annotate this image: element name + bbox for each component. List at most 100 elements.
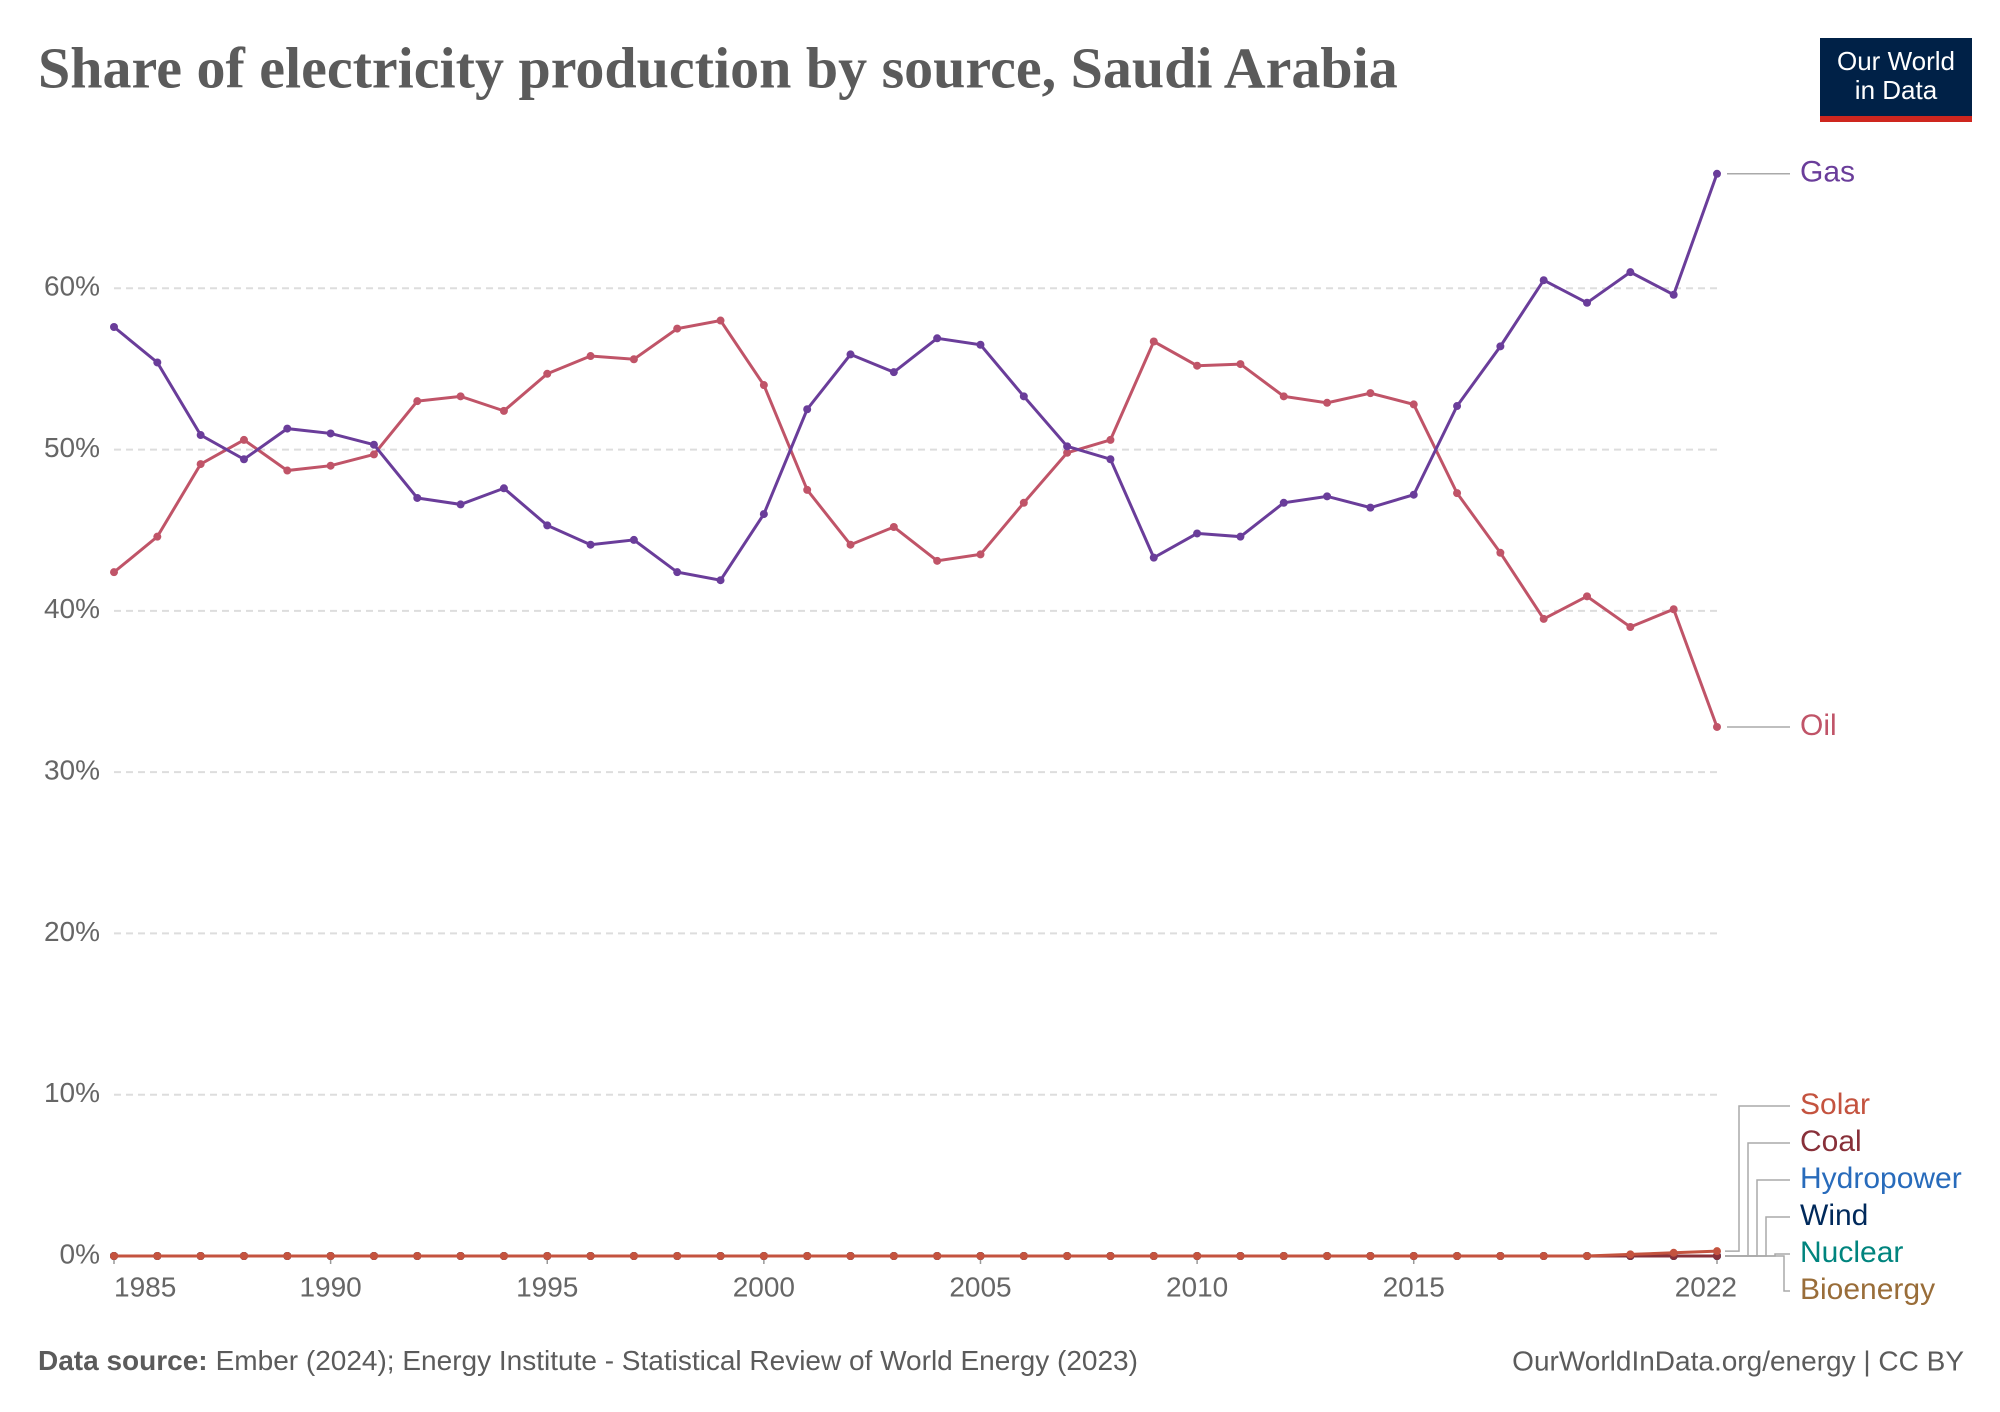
data-point bbox=[846, 540, 855, 549]
data-point bbox=[846, 1252, 855, 1260]
chart-title: Share of electricity production by sourc… bbox=[38, 35, 1398, 100]
data-point bbox=[1279, 498, 1288, 507]
data-point bbox=[846, 350, 855, 359]
data-point bbox=[326, 1252, 335, 1260]
legend-label: Wind bbox=[1800, 1199, 1868, 1232]
data-point bbox=[1236, 532, 1245, 541]
data-point bbox=[1669, 605, 1678, 614]
source-text: Ember (2024); Energy Institute - Statist… bbox=[216, 1345, 1138, 1376]
logo-bar bbox=[1820, 116, 1972, 122]
data-point bbox=[889, 368, 898, 377]
y-tick-label: 0% bbox=[60, 1238, 100, 1269]
data-point bbox=[283, 466, 292, 475]
data-point bbox=[283, 1252, 292, 1260]
data-point bbox=[1453, 402, 1462, 411]
series-line bbox=[113, 318, 1719, 728]
data-point bbox=[239, 455, 248, 464]
data-point bbox=[1713, 1247, 1721, 1256]
data-point bbox=[716, 1252, 725, 1260]
x-tick-label: 2000 bbox=[733, 1271, 795, 1302]
data-point bbox=[499, 1252, 508, 1260]
data-point bbox=[1409, 490, 1418, 499]
data-point bbox=[1149, 1252, 1158, 1260]
data-point bbox=[1496, 548, 1505, 557]
data-point bbox=[110, 568, 118, 577]
data-point bbox=[153, 358, 162, 367]
x-tick-label: 1985 bbox=[114, 1271, 176, 1302]
legend-label: Coal bbox=[1800, 1125, 1862, 1158]
data-point bbox=[1236, 1252, 1245, 1260]
legend-connector bbox=[1725, 1255, 1790, 1292]
data-point bbox=[1063, 1252, 1072, 1260]
data-point bbox=[1106, 1252, 1115, 1260]
data-point bbox=[1279, 392, 1288, 401]
data-point bbox=[1583, 592, 1592, 601]
data-point bbox=[196, 431, 205, 440]
data-point bbox=[196, 1252, 205, 1260]
data-point bbox=[1106, 435, 1115, 444]
data-point bbox=[759, 510, 768, 519]
data-point bbox=[456, 1252, 465, 1260]
data-point bbox=[976, 340, 985, 349]
data-point bbox=[1019, 1252, 1028, 1260]
data-point bbox=[413, 493, 422, 502]
data-point bbox=[889, 522, 898, 531]
data-point bbox=[803, 405, 812, 414]
legend-label: Bioenergy bbox=[1800, 1273, 1935, 1306]
data-point bbox=[456, 392, 465, 401]
y-tick-label: 50% bbox=[44, 432, 100, 463]
data-point bbox=[716, 576, 725, 585]
data-point bbox=[1496, 1252, 1505, 1260]
data-point bbox=[1453, 1252, 1462, 1260]
data-point bbox=[1323, 398, 1332, 407]
data-point bbox=[803, 1252, 812, 1260]
legend-label: Hydropower bbox=[1800, 1162, 1962, 1195]
data-point bbox=[456, 500, 465, 509]
legend-label: Solar bbox=[1800, 1088, 1870, 1121]
data-point bbox=[1193, 529, 1202, 538]
data-point bbox=[1713, 722, 1721, 731]
data-point bbox=[1149, 337, 1158, 346]
data-point bbox=[716, 316, 725, 325]
data-point bbox=[326, 461, 335, 470]
data-point bbox=[1453, 489, 1462, 498]
data-point bbox=[1669, 1248, 1678, 1257]
data-point bbox=[629, 355, 638, 364]
series-line bbox=[113, 173, 1719, 582]
data-point bbox=[153, 532, 162, 541]
data-point bbox=[499, 484, 508, 493]
data-point bbox=[933, 1252, 942, 1260]
data-point bbox=[543, 369, 552, 378]
data-point bbox=[759, 1252, 768, 1260]
data-point bbox=[1236, 360, 1245, 369]
y-tick-label: 60% bbox=[44, 271, 100, 302]
data-point bbox=[629, 535, 638, 544]
x-tick-label: 2022 bbox=[1675, 1271, 1737, 1302]
logo-text: in Data bbox=[1855, 75, 1938, 105]
data-point bbox=[1019, 392, 1028, 401]
data-point bbox=[1279, 1252, 1288, 1260]
data-point bbox=[369, 1252, 378, 1260]
data-point bbox=[1539, 276, 1548, 285]
data-point bbox=[933, 556, 942, 565]
data-point bbox=[1323, 1252, 1332, 1260]
data-point bbox=[673, 1252, 682, 1260]
data-point bbox=[239, 435, 248, 444]
data-point bbox=[1106, 455, 1115, 464]
source-label: Data source: bbox=[38, 1345, 208, 1376]
data-point bbox=[1713, 169, 1721, 178]
data-point bbox=[1149, 553, 1158, 562]
x-tick-label: 2010 bbox=[1166, 1271, 1228, 1302]
x-tick-label: 2015 bbox=[1383, 1271, 1445, 1302]
data-point bbox=[933, 334, 942, 343]
data-point bbox=[1063, 442, 1072, 451]
data-point bbox=[196, 460, 205, 469]
y-tick-label: 10% bbox=[44, 1077, 100, 1108]
x-tick-label: 1995 bbox=[516, 1271, 578, 1302]
legend-label: Nuclear bbox=[1800, 1236, 1903, 1269]
credit: OurWorldInData.org/energy | CC BY bbox=[1512, 1345, 1964, 1376]
x-tick-label: 1990 bbox=[299, 1271, 361, 1302]
data-point bbox=[1539, 614, 1548, 623]
